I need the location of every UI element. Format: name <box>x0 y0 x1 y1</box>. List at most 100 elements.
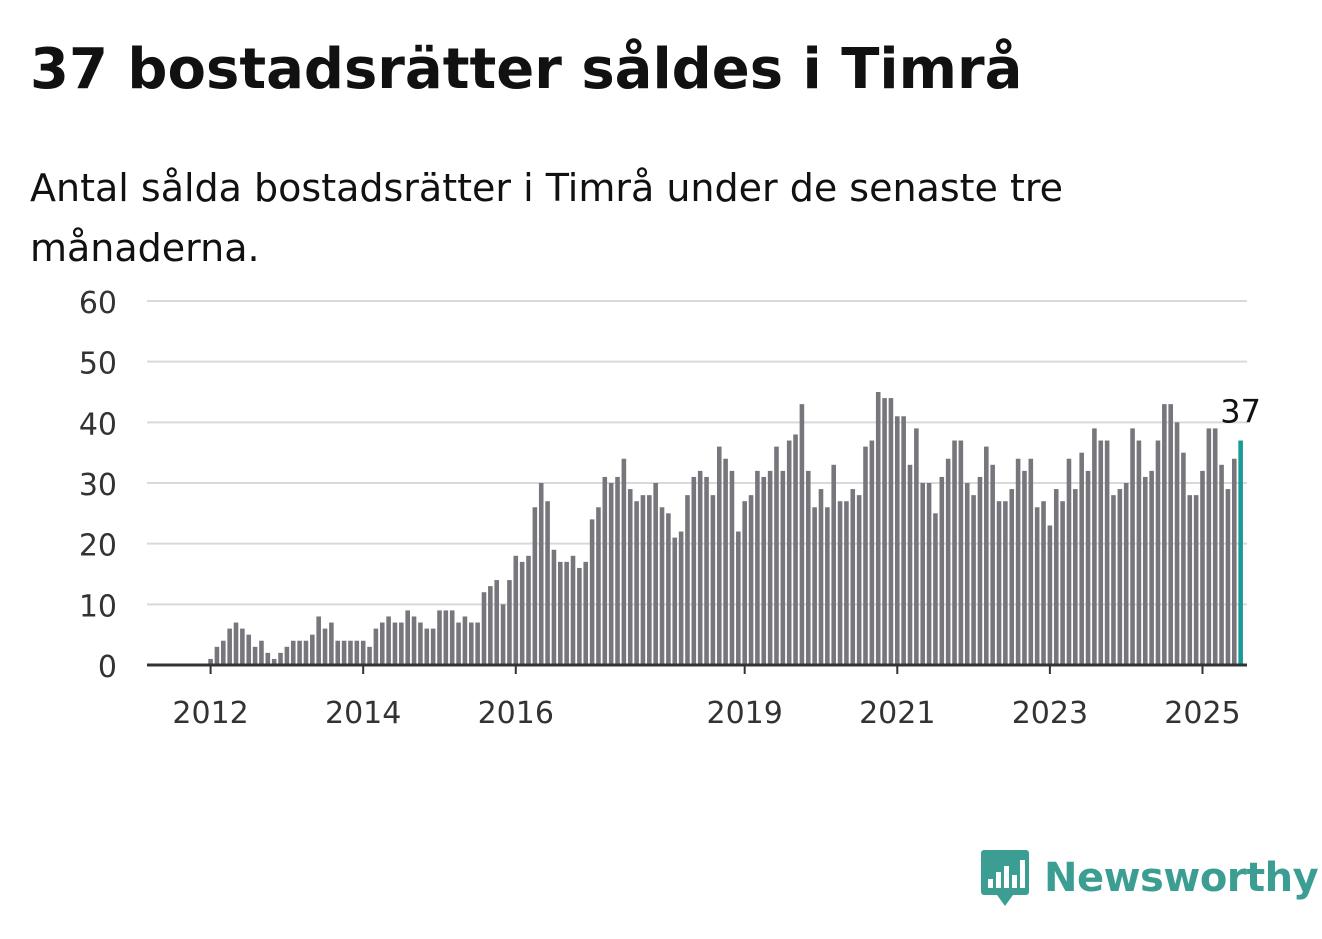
bar <box>246 634 252 665</box>
bar <box>405 610 410 665</box>
bar <box>214 646 220 665</box>
bar <box>208 658 213 665</box>
bar <box>697 470 703 665</box>
bar <box>1174 422 1180 665</box>
bar <box>1053 489 1059 665</box>
bar <box>761 476 767 665</box>
bar <box>1028 458 1034 665</box>
bar <box>1155 440 1161 665</box>
bar <box>570 555 576 665</box>
bar <box>774 446 779 665</box>
bar <box>627 489 633 665</box>
bar <box>914 428 919 665</box>
bar <box>1060 501 1065 665</box>
bar <box>653 483 658 665</box>
bar <box>1181 452 1186 665</box>
bar <box>691 476 697 665</box>
bar <box>1206 428 1212 665</box>
x-tick-label: 2021 <box>859 696 935 731</box>
bar <box>1149 470 1154 665</box>
bar <box>895 416 900 665</box>
bar <box>812 507 817 665</box>
bar <box>818 489 824 665</box>
bar <box>1022 470 1027 665</box>
bar <box>748 495 754 665</box>
bar <box>367 646 372 665</box>
bar <box>252 646 258 665</box>
bar <box>322 628 328 665</box>
bar <box>259 640 264 665</box>
bar <box>977 476 983 665</box>
bar <box>875 392 881 665</box>
bar <box>1130 428 1135 665</box>
bars <box>208 392 1243 665</box>
y-axis-ticks: 0 10 20 30 40 50 60 <box>79 286 117 685</box>
x-tick-label: 2025 <box>1164 696 1240 731</box>
bar <box>513 555 519 665</box>
bar <box>373 628 379 665</box>
bar <box>850 489 856 665</box>
bar <box>558 561 563 665</box>
bar <box>1187 495 1193 665</box>
bar <box>672 537 678 665</box>
chart-title: 37 bostadsrätter såldes i Timrå <box>30 37 1023 102</box>
bar <box>1193 495 1199 665</box>
bar <box>767 470 773 665</box>
bar <box>551 549 557 665</box>
x-tick-label: 2019 <box>707 696 783 731</box>
bar <box>837 501 843 665</box>
bar <box>297 640 302 665</box>
bar <box>1123 483 1129 665</box>
bar <box>265 652 271 665</box>
bar <box>468 622 474 665</box>
bar <box>1034 507 1040 665</box>
y-tick-label: 40 <box>79 407 117 442</box>
bar <box>710 495 716 665</box>
bar <box>418 622 423 665</box>
bar <box>379 622 385 665</box>
bar <box>901 416 906 665</box>
y-tick-label: 50 <box>79 347 117 382</box>
bar <box>233 622 239 665</box>
bar <box>666 513 671 665</box>
bar <box>723 458 728 665</box>
y-tick-label: 10 <box>79 589 117 624</box>
bar <box>907 464 913 665</box>
y-tick-label: 30 <box>79 468 117 503</box>
bar <box>310 634 315 665</box>
bar <box>1073 489 1078 665</box>
bar <box>532 507 538 665</box>
bar <box>863 446 868 665</box>
bar <box>1162 404 1167 665</box>
bar <box>608 483 614 665</box>
bar <box>1047 525 1053 665</box>
bar <box>1200 470 1205 665</box>
bar <box>602 476 608 665</box>
bar <box>481 592 487 665</box>
bar <box>348 640 353 665</box>
x-tick-label: 2016 <box>478 696 554 731</box>
bar <box>577 567 582 665</box>
bar <box>1212 428 1218 665</box>
chart-subtitle: Antal sålda bostadsrätter i Timrå under … <box>30 166 1064 270</box>
bar <box>799 404 805 665</box>
bar <box>284 646 290 665</box>
bar <box>583 561 589 665</box>
bar <box>615 476 620 665</box>
bar <box>564 561 569 665</box>
bar <box>869 440 875 665</box>
x-axis-ticks: 2012 2014 2016 2019 2021 2023 2025 <box>172 665 1241 731</box>
bar <box>844 501 849 665</box>
x-tick-label: 2012 <box>172 696 248 731</box>
bar <box>640 495 646 665</box>
bar <box>971 495 976 665</box>
bar <box>786 440 792 665</box>
bar <box>456 622 461 665</box>
bar <box>755 470 760 665</box>
bar <box>392 622 398 665</box>
bar <box>1085 470 1091 665</box>
newsworthy-logo: Newsworthy <box>980 848 1319 908</box>
bar <box>538 483 544 665</box>
bar <box>825 507 830 665</box>
bar <box>939 476 945 665</box>
